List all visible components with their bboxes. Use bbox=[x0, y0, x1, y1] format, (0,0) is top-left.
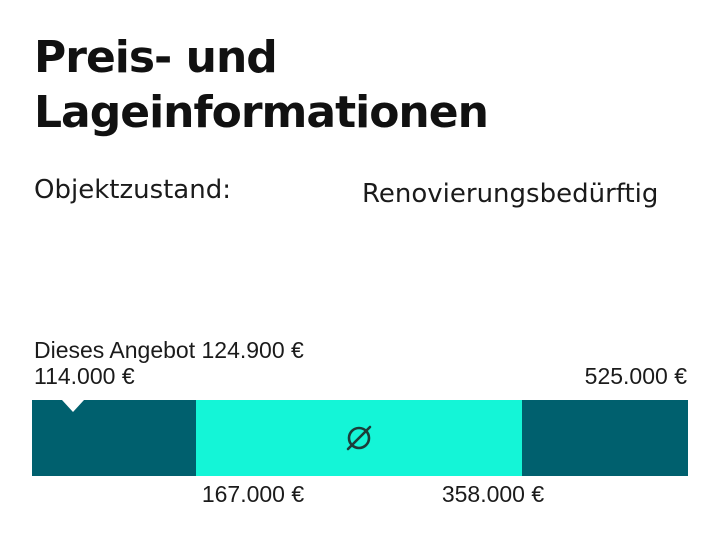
average-diameter-icon bbox=[346, 425, 372, 451]
max-price-label: 525.000 € bbox=[584, 363, 687, 389]
attribute-label-condition: Objektzustand: bbox=[34, 175, 231, 205]
typical-price-band bbox=[196, 400, 522, 476]
upper-quartile-label: 358.000 € bbox=[441, 481, 545, 507]
price-range-bar bbox=[32, 400, 688, 476]
section-title: Preis- und Lageinformationen bbox=[34, 32, 489, 138]
lower-quartile-label: 167.000 € bbox=[201, 481, 305, 507]
min-price-label: 114.000 € bbox=[34, 363, 135, 389]
attribute-value-condition: Renovierungsbedürftig bbox=[362, 179, 659, 209]
offer-position-marker bbox=[61, 400, 84, 412]
offer-price-label: Dieses Angebot 124.900 € bbox=[34, 337, 304, 363]
